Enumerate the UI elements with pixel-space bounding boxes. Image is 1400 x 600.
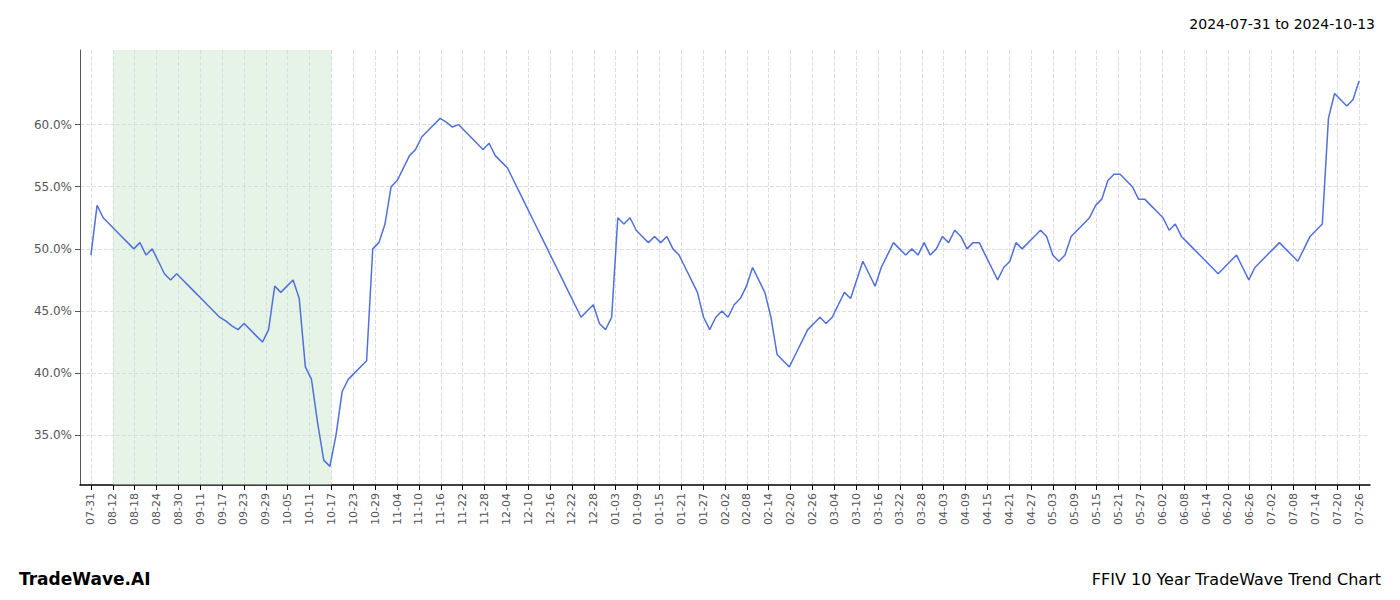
svg-text:45.0%: 45.0%	[34, 304, 72, 318]
svg-text:03-16: 03-16	[872, 493, 885, 525]
svg-text:11-10: 11-10	[412, 493, 425, 525]
svg-text:03-10: 03-10	[850, 493, 863, 525]
svg-text:03-04: 03-04	[828, 493, 841, 525]
svg-text:35.0%: 35.0%	[34, 428, 72, 442]
svg-text:07-26: 07-26	[1353, 493, 1366, 525]
svg-text:10-23: 10-23	[347, 493, 360, 525]
svg-text:05-15: 05-15	[1090, 493, 1103, 525]
svg-text:07-02: 07-02	[1265, 493, 1278, 525]
svg-text:11-28: 11-28	[478, 493, 491, 525]
svg-text:10-11: 10-11	[303, 493, 316, 525]
svg-text:01-09: 01-09	[631, 493, 644, 525]
svg-text:12-28: 12-28	[587, 493, 600, 525]
svg-text:11-04: 11-04	[391, 493, 404, 525]
svg-text:05-27: 05-27	[1134, 493, 1147, 525]
svg-text:FFIV 10 Year TradeWave Trend C: FFIV 10 Year TradeWave Trend Chart	[1092, 570, 1381, 589]
svg-text:06-08: 06-08	[1178, 493, 1191, 525]
svg-text:01-21: 01-21	[675, 493, 688, 525]
svg-text:03-22: 03-22	[893, 493, 906, 525]
svg-text:50.0%: 50.0%	[34, 242, 72, 256]
svg-text:60.0%: 60.0%	[34, 118, 72, 132]
svg-text:07-08: 07-08	[1287, 493, 1300, 525]
svg-text:04-15: 04-15	[981, 493, 994, 525]
svg-text:02-02: 02-02	[719, 493, 732, 525]
svg-text:04-21: 04-21	[1003, 493, 1016, 525]
svg-text:10-29: 10-29	[369, 493, 382, 525]
svg-text:08-18: 08-18	[128, 493, 141, 525]
svg-text:07-14: 07-14	[1309, 493, 1322, 525]
svg-text:04-27: 04-27	[1025, 493, 1038, 525]
svg-text:12-10: 12-10	[522, 493, 535, 525]
svg-text:12-16: 12-16	[544, 493, 557, 525]
svg-text:06-14: 06-14	[1200, 493, 1213, 525]
svg-text:02-20: 02-20	[784, 493, 797, 525]
svg-text:04-09: 04-09	[959, 493, 972, 525]
svg-text:09-11: 09-11	[194, 493, 207, 525]
svg-text:08-30: 08-30	[172, 493, 185, 525]
svg-text:07-20: 07-20	[1331, 493, 1344, 525]
svg-text:11-16: 11-16	[434, 493, 447, 525]
svg-text:05-09: 05-09	[1068, 493, 1081, 525]
svg-text:08-24: 08-24	[150, 493, 163, 525]
svg-text:03-28: 03-28	[915, 493, 928, 525]
svg-text:06-20: 06-20	[1221, 493, 1234, 525]
svg-text:05-03: 05-03	[1046, 493, 1059, 525]
svg-text:40.0%: 40.0%	[34, 366, 72, 380]
svg-text:12-04: 12-04	[500, 493, 513, 525]
svg-text:55.0%: 55.0%	[34, 180, 72, 194]
svg-text:06-02: 06-02	[1156, 493, 1169, 525]
svg-text:2024-07-31 to 2024-10-13: 2024-07-31 to 2024-10-13	[1189, 16, 1375, 32]
svg-text:04-03: 04-03	[937, 493, 950, 525]
svg-text:01-15: 01-15	[653, 493, 666, 525]
svg-text:11-22: 11-22	[456, 493, 469, 525]
svg-text:09-17: 09-17	[216, 493, 229, 525]
svg-text:06-26: 06-26	[1243, 493, 1256, 525]
svg-text:12-22: 12-22	[565, 493, 578, 525]
svg-text:10-17: 10-17	[325, 493, 338, 525]
svg-text:10-05: 10-05	[281, 493, 294, 525]
svg-text:09-29: 09-29	[259, 493, 272, 525]
svg-text:05-21: 05-21	[1112, 493, 1125, 525]
svg-text:02-08: 02-08	[740, 493, 753, 525]
svg-text:09-23: 09-23	[237, 493, 250, 525]
svg-text:02-26: 02-26	[806, 493, 819, 525]
svg-text:08-12: 08-12	[106, 493, 119, 525]
svg-text:02-14: 02-14	[762, 493, 775, 525]
svg-text:01-03: 01-03	[609, 493, 622, 525]
svg-text:07-31: 07-31	[84, 493, 97, 525]
svg-text:TradeWave.AI: TradeWave.AI	[19, 569, 150, 589]
svg-text:01-27: 01-27	[697, 493, 710, 525]
